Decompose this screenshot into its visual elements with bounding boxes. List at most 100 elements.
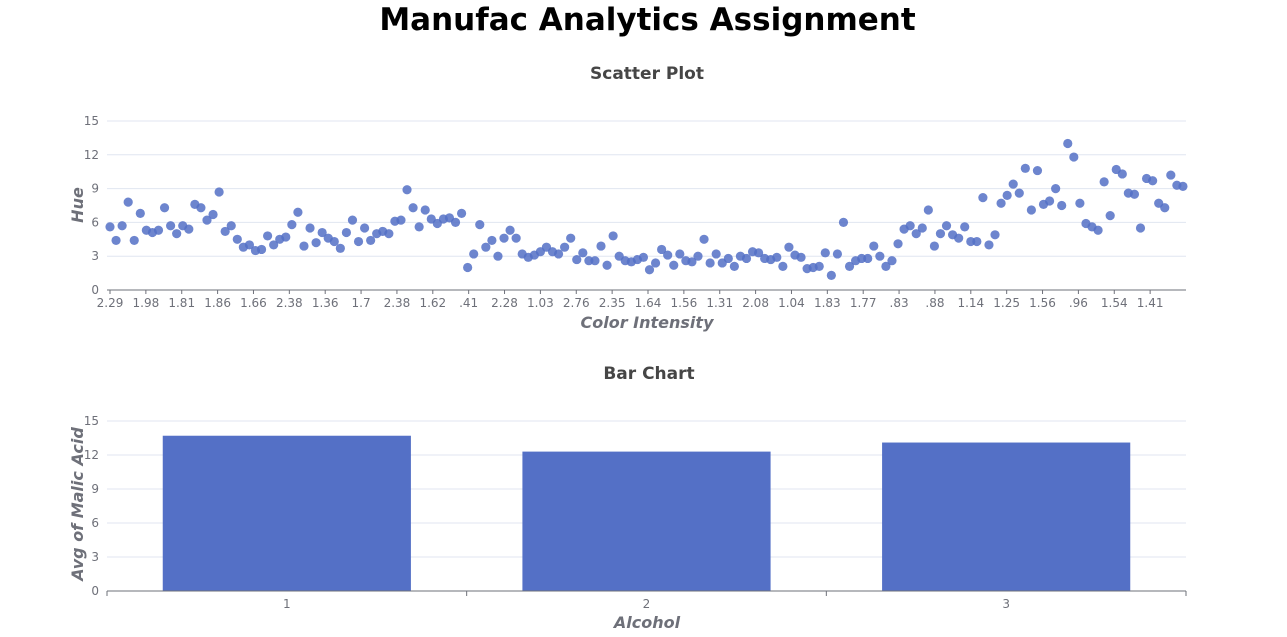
scatter-point[interactable] <box>1099 177 1109 187</box>
scatter-point[interactable] <box>511 233 521 243</box>
scatter-point[interactable] <box>917 223 927 233</box>
scatter-point[interactable] <box>481 242 491 252</box>
scatter-point[interactable] <box>293 207 303 217</box>
bar[interactable] <box>882 442 1131 591</box>
scatter-point[interactable] <box>450 217 461 227</box>
scatter-point[interactable] <box>650 258 661 268</box>
scatter-point[interactable] <box>359 223 370 233</box>
scatter-point[interactable] <box>305 223 315 233</box>
scatter-point[interactable] <box>335 243 345 253</box>
scatter-point[interactable] <box>347 215 358 225</box>
scatter-point[interactable] <box>487 235 497 246</box>
scatter-point[interactable] <box>499 233 509 243</box>
scatter-point[interactable] <box>984 240 994 250</box>
scatter-point[interactable] <box>644 265 655 275</box>
scatter-point[interactable] <box>1075 198 1085 208</box>
scatter-point[interactable] <box>1002 190 1012 200</box>
scatter-point[interactable] <box>669 260 679 270</box>
scatter-point[interactable] <box>220 226 230 237</box>
scatter-point[interactable] <box>1129 189 1140 199</box>
scatter-point[interactable] <box>723 253 733 264</box>
scatter-point[interactable] <box>972 236 982 247</box>
scatter-point[interactable] <box>1105 211 1115 221</box>
scatter-point[interactable] <box>420 205 430 215</box>
bar[interactable] <box>162 435 411 591</box>
scatter-point[interactable] <box>893 239 903 249</box>
scatter-point[interactable] <box>923 205 933 215</box>
scatter-point[interactable] <box>826 270 836 280</box>
scatter-point[interactable] <box>263 231 273 241</box>
scatter-point[interactable] <box>166 221 176 231</box>
scatter-point[interactable] <box>1135 223 1146 233</box>
scatter-point[interactable] <box>287 220 297 230</box>
scatter-point[interactable] <box>317 227 327 238</box>
scatter-point[interactable] <box>153 225 164 235</box>
scatter-point[interactable] <box>1178 181 1188 191</box>
scatter-point[interactable] <box>208 209 218 220</box>
scatter-point[interactable] <box>244 240 255 250</box>
scatter-point[interactable] <box>590 256 600 266</box>
scatter-point[interactable] <box>1117 169 1127 179</box>
scatter-point[interactable] <box>990 230 1000 240</box>
scatter-point[interactable] <box>820 248 830 258</box>
scatter-point[interactable] <box>1148 176 1158 186</box>
scatter-point[interactable] <box>863 253 873 264</box>
scatter-point[interactable] <box>475 220 485 230</box>
scatter-point[interactable] <box>469 249 479 259</box>
scatter-point[interactable] <box>954 233 964 243</box>
scatter-point[interactable] <box>772 252 782 262</box>
scatter-point[interactable] <box>729 261 739 271</box>
scatter-point[interactable] <box>1014 188 1024 198</box>
scatter-point[interactable] <box>935 229 946 239</box>
scatter-point[interactable] <box>269 240 279 250</box>
scatter-point[interactable] <box>844 261 855 271</box>
scatter-point[interactable] <box>414 222 424 232</box>
scatter-point[interactable] <box>1069 152 1079 162</box>
scatter-point[interactable] <box>693 251 703 261</box>
scatter-point[interactable] <box>887 256 897 266</box>
scatter-point[interactable] <box>1032 165 1043 176</box>
scatter-point[interactable] <box>353 236 364 247</box>
scatter-point[interactable] <box>996 198 1006 208</box>
scatter-point[interactable] <box>608 231 618 241</box>
scatter-point[interactable] <box>1093 225 1103 235</box>
scatter-point[interactable] <box>566 233 576 243</box>
scatter-point[interactable] <box>214 187 224 197</box>
scatter-point[interactable] <box>384 229 394 239</box>
scatter-point[interactable] <box>941 221 952 231</box>
scatter-point[interactable] <box>1063 138 1073 149</box>
scatter-point[interactable] <box>408 203 418 213</box>
scatter-point[interactable] <box>1026 205 1036 215</box>
scatter-point[interactable] <box>184 224 194 234</box>
scatter-point[interactable] <box>329 236 339 247</box>
scatter-point[interactable] <box>905 221 915 231</box>
scatter-point[interactable] <box>687 257 697 267</box>
scatter-point[interactable] <box>1008 179 1018 189</box>
scatter-point[interactable] <box>281 232 291 242</box>
scatter-point[interactable] <box>553 249 564 259</box>
scatter-point[interactable] <box>202 215 212 225</box>
scatter-point[interactable] <box>105 222 115 232</box>
scatter-point[interactable] <box>929 241 940 251</box>
scatter-point[interactable] <box>978 193 988 203</box>
scatter-point[interactable] <box>232 234 242 244</box>
scatter-point[interactable] <box>135 208 145 218</box>
scatter-point[interactable] <box>456 208 467 218</box>
scatter-point[interactable] <box>784 242 794 252</box>
scatter-point[interactable] <box>657 244 667 255</box>
scatter-point[interactable] <box>638 252 649 262</box>
scatter-point[interactable] <box>741 253 752 264</box>
scatter-point[interactable] <box>463 262 473 273</box>
scatter-point[interactable] <box>311 238 321 248</box>
scatter-point[interactable] <box>256 244 267 255</box>
scatter-point[interactable] <box>129 235 139 246</box>
scatter-point[interactable] <box>869 241 879 251</box>
scatter-point[interactable] <box>1051 184 1061 194</box>
scatter-point[interactable] <box>1044 196 1055 206</box>
scatter-point[interactable] <box>778 261 788 271</box>
scatter-point[interactable] <box>1057 200 1067 211</box>
scatter-point[interactable] <box>578 248 588 258</box>
scatter-point[interactable] <box>341 227 352 238</box>
scatter-point[interactable] <box>505 225 515 235</box>
scatter-point[interactable] <box>196 203 206 213</box>
